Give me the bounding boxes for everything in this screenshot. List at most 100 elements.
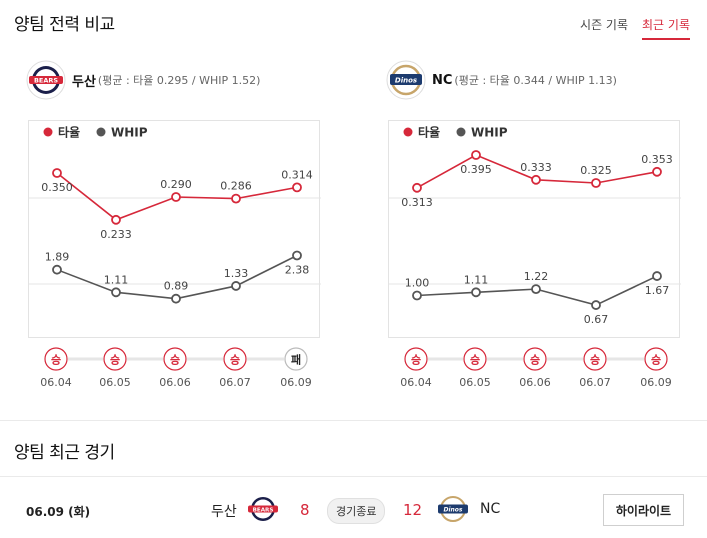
away-score: 12 (403, 501, 423, 519)
data-point (591, 300, 601, 310)
result-badge (404, 347, 428, 371)
data-point (471, 287, 481, 298)
dinos-logo-icon: Dinos (386, 60, 426, 100)
x-tick-label: 06.07 (579, 376, 611, 389)
game-status-badge: 경기종료 (327, 498, 386, 524)
legend-whip-marker (96, 127, 106, 137)
results-svg: 승 06.04 승 06.05 승 06.06 승 06.07 승 06.09 (400, 347, 672, 389)
data-label: 0.350 (41, 181, 73, 194)
doosan-recent-chart: 타율 WHIP 0.350 0.233 0.290 0.286 0.314 1.89 1.11 0… (28, 120, 321, 338)
dinos-logo-text: Dinos (443, 506, 462, 513)
away-team-name: NC (480, 501, 501, 517)
game-row: 06.09 (화) 두산 BEARS 8 경기종료 12 Dinos NC 하이… (0, 478, 707, 538)
result-label: 승 (411, 354, 421, 367)
data-point (531, 284, 541, 295)
team-summary: (평균 : 타율 0.295 / WHIP 1.52) (97, 74, 261, 87)
x-tick-label: 06.09 (640, 376, 672, 389)
home-team-name: 두산 (211, 504, 237, 520)
data-label: 0.313 (401, 196, 433, 209)
game-divider (0, 476, 707, 477)
data-label: 1.22 (524, 270, 549, 283)
x-tick-label: 06.09 (280, 376, 312, 389)
game-date: 06.09 (화) (26, 505, 91, 519)
data-point (111, 214, 121, 225)
nc-results: 승 06.04 승 06.05 승 06.06 승 06.07 승 06.09 (388, 346, 680, 396)
legend-whip-label: WHIP (471, 126, 508, 140)
legend-avg-marker (43, 127, 53, 137)
data-point (231, 193, 241, 204)
result-label: 승 (530, 354, 540, 367)
result-label: 패 (291, 353, 301, 367)
data-label: 1.11 (104, 273, 129, 286)
team-summary: (평균 : 타율 0.344 / WHIP 1.13) (454, 74, 617, 87)
result-label: 승 (230, 354, 240, 367)
result-badge (44, 347, 68, 371)
dinos-logo-text: Dinos (395, 77, 417, 85)
legend-avg-marker (403, 127, 413, 137)
legend-avg-label: 타율 (418, 125, 440, 140)
x-tick-label: 06.06 (159, 376, 191, 389)
team-header-nc: Dinos NC (평균 : 타율 0.344 / WHIP 1.13) (386, 60, 617, 100)
data-point (292, 182, 302, 193)
result-badge (463, 347, 487, 371)
dinos-logo-icon: Dinos (438, 496, 468, 522)
result-badge (523, 347, 547, 371)
x-tick-label: 06.04 (40, 376, 72, 389)
comparison-title: 양팀 전력 비교 (14, 15, 115, 35)
bears-logo-text: BEARS (34, 77, 58, 85)
team-name: NC (432, 72, 453, 88)
chart-svg: 타율 WHIP 0.350 0.233 0.290 0.286 0.314 1.89 1.11 0… (29, 125, 321, 304)
data-label: 0.314 (281, 168, 313, 181)
result-label: 승 (110, 354, 120, 367)
legend-avg-label: 타율 (58, 125, 80, 140)
nc-recent-chart: 타율 WHIP 0.313 0.395 0.333 0.325 0.353 1.00 1.11 1… (388, 120, 681, 338)
data-point (171, 192, 181, 202)
data-label: 1.11 (464, 273, 489, 286)
team-header-doosan: BEARS 두산 (평균 : 타율 0.295 / WHIP 1.52) (26, 60, 260, 100)
data-point (231, 281, 241, 291)
data-label: 1.33 (224, 267, 249, 280)
data-point (52, 264, 62, 275)
data-label: 0.353 (641, 153, 673, 166)
tab-recent[interactable]: 최근 기록 (642, 16, 690, 40)
data-point (412, 290, 422, 301)
x-tick-label: 06.04 (400, 376, 432, 389)
data-label: 0.89 (164, 280, 189, 293)
data-label: 0.395 (460, 163, 492, 176)
result-badge (103, 347, 127, 371)
data-label: 0.325 (580, 164, 612, 177)
data-point (412, 182, 422, 193)
data-point (471, 150, 481, 160)
data-point (531, 174, 541, 185)
data-label: 0.67 (584, 313, 609, 326)
team-name: 두산 (72, 74, 96, 90)
bears-logo-icon: BEARS (26, 60, 66, 100)
data-label: 0.233 (100, 228, 132, 241)
result-label: 승 (651, 354, 661, 367)
result-label: 승 (590, 354, 600, 367)
data-label: 1.67 (645, 284, 670, 297)
data-label: 0.333 (520, 161, 552, 174)
result-badge (284, 347, 308, 371)
data-point (652, 166, 662, 177)
data-label: 1.89 (45, 251, 70, 264)
results-svg: 승 06.04 승 06.05 승 06.06 승 06.07 패 06.09 (40, 347, 312, 389)
result-badge (163, 347, 187, 371)
legend-whip-label: WHIP (111, 126, 148, 140)
data-point (52, 168, 62, 178)
data-point (111, 287, 121, 298)
recent-games-title: 양팀 최근 경기 (14, 443, 115, 463)
x-tick-label: 06.05 (459, 376, 491, 389)
data-label: 0.286 (220, 180, 252, 193)
tab-season[interactable]: 시즌 기록 (580, 18, 629, 32)
bears-logo-text: BEARS (253, 507, 274, 513)
highlight-button[interactable]: 하이라이트 (603, 494, 684, 526)
x-tick-label: 06.07 (219, 376, 251, 389)
legend-whip-marker (456, 127, 466, 137)
result-badge (223, 347, 247, 371)
result-label: 승 (51, 354, 61, 367)
chart-svg: 타율 WHIP 0.313 0.395 0.333 0.325 0.353 1.00 1.11 1… (389, 125, 681, 326)
data-label: 1.00 (405, 277, 430, 290)
data-point (292, 250, 302, 261)
result-badge (644, 347, 668, 371)
